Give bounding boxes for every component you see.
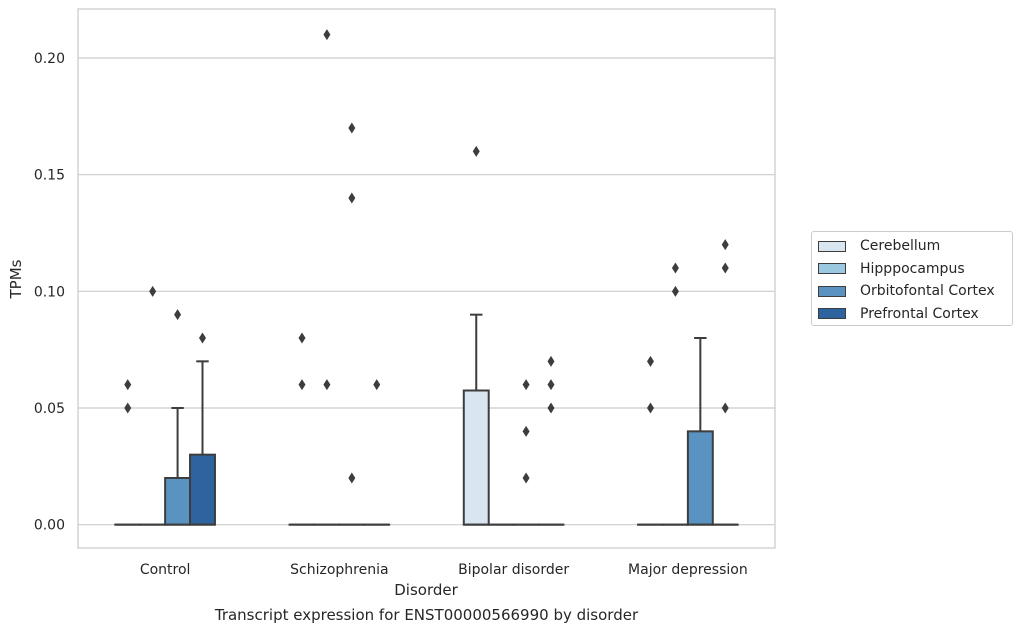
x-axis-label: Disorder (394, 581, 458, 599)
outlier-points (124, 29, 729, 484)
box-orbitofontal-cortex (164, 407, 192, 526)
outlier-point (522, 425, 530, 437)
legend-swatch (818, 308, 846, 319)
y-tick-label: 0.15 (34, 168, 65, 184)
outlier-point (348, 472, 356, 484)
outlier-point (721, 262, 729, 274)
x-tick-label: Control (140, 562, 191, 578)
outlier-point (174, 309, 182, 321)
outlier-point (124, 379, 132, 391)
legend-item: Cerebellum (818, 237, 940, 255)
outlier-point (522, 379, 530, 391)
outlier-point (522, 472, 530, 484)
legend-label: Cerebellum (860, 238, 941, 254)
box-rect (164, 477, 192, 526)
y-axis-label: TPMs (7, 259, 25, 299)
legend-label: Prefrontal Cortex (860, 305, 979, 322)
outlier-point (547, 379, 555, 391)
outlier-point (721, 402, 729, 414)
outlier-point (547, 355, 555, 367)
legend-swatch (818, 240, 846, 252)
y-tick-label: 0.05 (34, 401, 65, 417)
outlier-point (298, 379, 306, 391)
outlier-point (671, 262, 679, 274)
box-rect (686, 430, 714, 526)
outlier-point (149, 285, 157, 297)
outlier-point (323, 379, 331, 391)
plot-area-frame (77, 8, 776, 549)
legend-swatch (818, 285, 846, 297)
figure-caption: Transcript expression for ENST0000056699… (214, 606, 639, 624)
legend: Cerebellum Hipppocampus Orbitofontal Corte… (811, 231, 1013, 326)
legend-label: Orbitofontal Cortex (860, 283, 995, 299)
outlier-point (373, 379, 381, 391)
outlier-point (298, 332, 306, 344)
x-tick-label: Schizophrenia (290, 562, 388, 578)
legend-item: Hipppocampus (818, 260, 965, 278)
legend-item: Orbitofontal Cortex (818, 282, 995, 300)
outlier-point (547, 402, 555, 414)
y-tick-label: 0.10 (34, 284, 65, 300)
y-axis-ticks: 0.00 0.05 0.10 0.15 0.20 (34, 51, 65, 534)
outlier-point (323, 29, 331, 41)
legend-item: Prefrontal Cortex (818, 305, 979, 323)
x-tick-label: Major depression (628, 562, 748, 578)
x-axis-ticks: Control Schizophrenia Bipolar disorder Majo… (140, 562, 748, 578)
outlier-point (124, 402, 132, 414)
gridlines (78, 57, 775, 526)
outlier-point (671, 285, 679, 297)
outlier-point (646, 402, 654, 414)
outlier-point (721, 239, 729, 251)
box-orbitofontal-cortex (686, 337, 714, 526)
box-prefrontal-cortex (189, 360, 216, 526)
outlier-point (348, 122, 356, 134)
outlier-point (472, 145, 480, 157)
outlier-point (348, 192, 356, 204)
box-cerebellum (462, 313, 490, 526)
x-tick-label: Bipolar disorder (458, 562, 569, 578)
y-tick-label: 0.00 (34, 518, 65, 534)
outlier-point (646, 355, 654, 367)
legend-label: Hipppocampus (860, 260, 965, 277)
y-tick-label: 0.20 (34, 51, 65, 67)
box-rect (462, 389, 490, 526)
box-rect (189, 453, 216, 526)
legend-swatch (818, 263, 846, 274)
outlier-point (199, 332, 207, 344)
boxes (114, 313, 739, 526)
